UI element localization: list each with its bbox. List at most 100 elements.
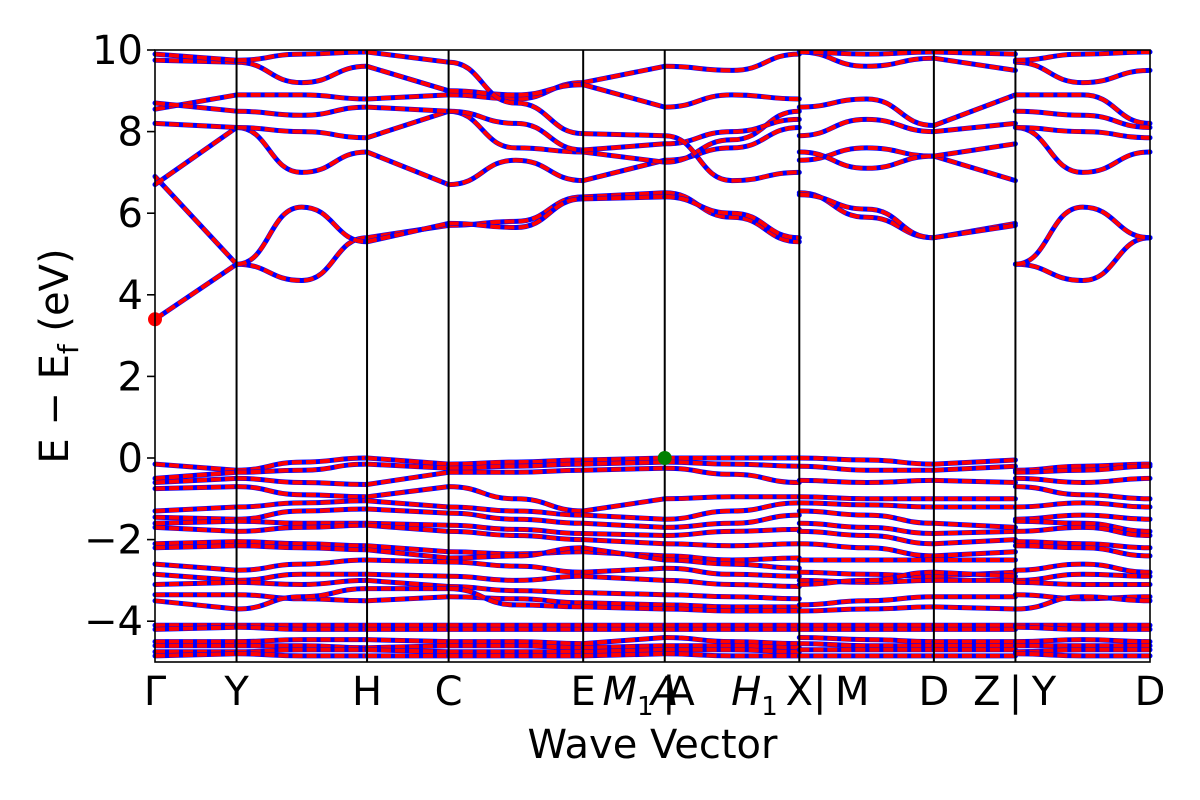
band-0-19 [152, 571, 240, 583]
band-overlay-6-16 [799, 541, 934, 558]
band-overlay-1-14 [236, 519, 367, 526]
y-tick-label: −2 [84, 518, 143, 564]
band-overlay-8-0 [1015, 235, 1151, 283]
band-overlay-1-25 [236, 637, 367, 644]
band-7-9 [931, 463, 1018, 473]
x-tick-label: Z [973, 669, 1000, 715]
plot-frame [154, 49, 1151, 663]
band-2-18 [364, 557, 452, 565]
band-2-17 [364, 547, 452, 561]
band-overlay-8-2 [1015, 125, 1151, 175]
band-overlay-1-10 [236, 476, 368, 487]
band-overlay-8-14 [1015, 519, 1151, 534]
band-overlay-6-1 [799, 192, 934, 240]
x-tick-label: | [813, 669, 826, 715]
band-overlay-8-25 [1015, 637, 1151, 644]
x-tick-label: Y [223, 669, 249, 715]
band-overlay-8-9 [1015, 464, 1151, 475]
band-7-10 [931, 477, 1018, 485]
band-2-19 [364, 571, 452, 579]
band-overlay-8-3 [1015, 125, 1151, 140]
band-overlay-6-25 [799, 635, 934, 644]
band-overlay-3-7 [448, 60, 584, 136]
band-7-7 [931, 49, 1018, 57]
band-overlay-6-26 [799, 641, 934, 648]
band-0-9 [152, 469, 240, 481]
band-7-15 [931, 537, 1018, 547]
band-overlay-3-5 [448, 109, 584, 152]
band-overlay-2-6 [366, 64, 450, 93]
y-tick-label: 2 [118, 354, 143, 400]
band-overlay-1-6 [236, 60, 368, 85]
y-tick-label: 0 [118, 436, 143, 482]
band-4-9 [580, 459, 668, 467]
band-2-7 [364, 49, 452, 65]
band-4-26 [580, 643, 668, 651]
band-overlay-3-2 [448, 158, 584, 187]
band-overlay-1-27 [236, 647, 367, 654]
x-tick-label: M [835, 669, 870, 715]
band-overlay-8-28 [1015, 651, 1150, 658]
x-tick-label: H1 [731, 669, 778, 722]
band-overlay-8-24 [1015, 625, 1150, 632]
x-tick-label: H [352, 669, 382, 715]
band-overlay-1-8 [236, 456, 368, 473]
band-2-20 [364, 577, 452, 589]
y-tick-label: 8 [118, 110, 143, 156]
band-overlay-1-28 [236, 651, 367, 658]
band-overlay-3-14 [448, 523, 584, 536]
band-overlay-5-5 [664, 117, 800, 146]
band-0-13 [152, 514, 240, 522]
x-tick-label: A [648, 669, 678, 715]
band-2-15 [364, 522, 452, 534]
band-overlay-8-20 [1015, 580, 1150, 587]
band-overlay-1-16 [236, 539, 368, 548]
band-overlay-3-13 [448, 511, 584, 526]
band-overlay-8-6 [1015, 60, 1151, 85]
band-4-22 [580, 604, 668, 612]
band-4-1 [580, 194, 668, 202]
band-overlay-5-21 [664, 602, 800, 609]
band-0-3 [152, 120, 240, 130]
band-overlay-5-15 [664, 541, 800, 548]
band-overlay-7-2 [933, 154, 1016, 183]
band-overlay-5-13 [664, 513, 800, 530]
band-2-5 [364, 104, 452, 114]
band-7-14 [931, 528, 1018, 536]
band-overlay-8-21 [1015, 592, 1151, 601]
band-overlay-5-6 [664, 92, 800, 110]
x-tick-label: M1 [603, 669, 654, 722]
band-4-19 [580, 573, 668, 583]
band-overlay-8-7 [1015, 50, 1151, 63]
band-overlay-3-19 [448, 574, 584, 583]
band-overlay-6-19 [799, 578, 934, 585]
band-0-18 [152, 561, 240, 573]
band-overlay-8-27 [1015, 647, 1150, 654]
band-overlay-8-11 [1015, 484, 1151, 501]
band-overlay-5-22 [664, 607, 800, 614]
y-tick-label: 4 [118, 273, 143, 319]
band-4-25 [580, 635, 668, 647]
extremum-marker-1 [657, 451, 672, 465]
band-4-14 [580, 531, 668, 538]
band-overlay-3-25 [448, 639, 584, 646]
band-2-8 [364, 455, 452, 467]
band-overlay-5-10 [664, 466, 800, 485]
band-overlay-6-7 [799, 50, 934, 57]
band-overlay-4-6 [582, 82, 666, 110]
band-overlay-1-4 [236, 92, 368, 101]
band-overlay-5-9 [664, 460, 800, 469]
band-4-18 [580, 565, 668, 575]
band-4-7 [580, 131, 668, 139]
band-2-9 [364, 461, 452, 471]
band-0-20 [152, 579, 240, 587]
band-overlay-5-12 [664, 500, 800, 522]
band-overlay-5-17 [664, 558, 800, 571]
x-tick-label: E [571, 669, 596, 715]
band-4-21 [580, 600, 668, 608]
band-overlay-1-12 [236, 498, 368, 509]
band-7-5 [931, 120, 1018, 135]
bands-layer [152, 49, 1153, 659]
